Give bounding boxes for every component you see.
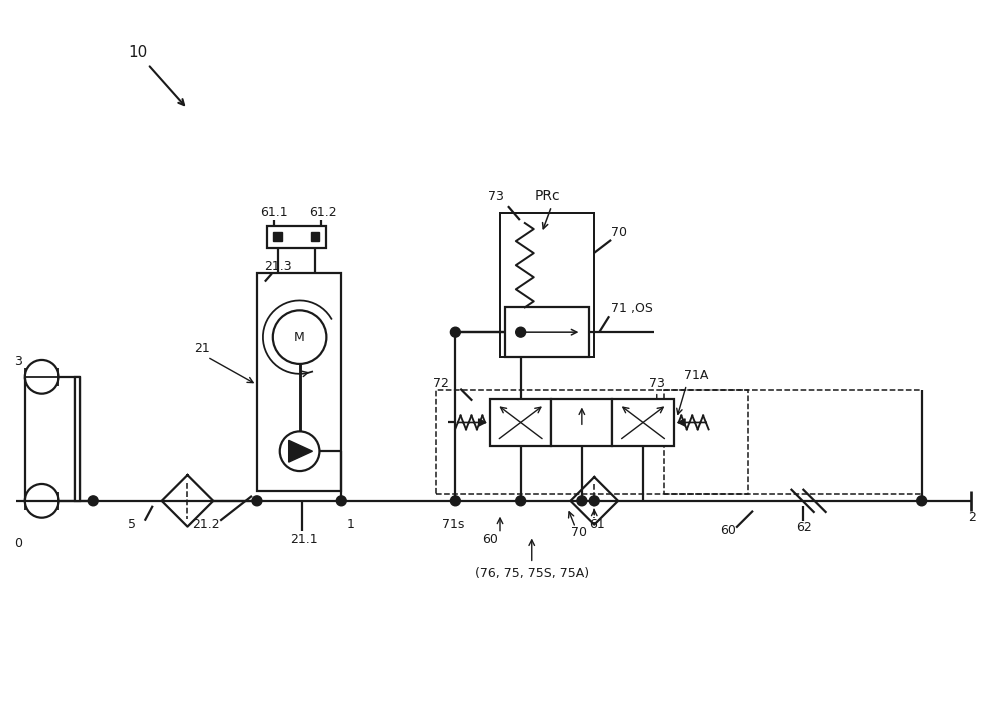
Text: 61.2: 61.2: [310, 206, 337, 219]
Text: 21: 21: [194, 342, 210, 355]
Circle shape: [252, 496, 262, 506]
Text: 71s: 71s: [442, 518, 465, 531]
Bar: [612, 399, 674, 446]
Bar: [273, 233, 282, 241]
Text: 72: 72: [433, 377, 448, 390]
Text: 21.3: 21.3: [264, 259, 291, 273]
Text: M: M: [294, 331, 305, 344]
Text: 61.1: 61.1: [260, 206, 288, 219]
Text: 60: 60: [482, 534, 498, 547]
Bar: [490, 399, 551, 446]
Text: 61: 61: [589, 518, 605, 531]
Text: 1: 1: [346, 518, 354, 531]
Circle shape: [273, 310, 326, 364]
Text: (76, 75, 75S, 75A): (76, 75, 75S, 75A): [475, 567, 589, 580]
Bar: [551, 399, 612, 446]
Text: ,OS: ,OS: [631, 303, 653, 315]
Bar: [436, 390, 748, 494]
Circle shape: [917, 496, 927, 506]
Text: 3: 3: [14, 355, 22, 368]
Text: 70: 70: [571, 525, 587, 539]
Bar: [75, 377, 80, 501]
Circle shape: [577, 496, 587, 506]
Bar: [500, 213, 594, 357]
Text: 10: 10: [128, 45, 147, 60]
Bar: [267, 226, 326, 248]
Bar: [664, 390, 922, 494]
Circle shape: [450, 496, 460, 506]
Text: 5: 5: [128, 518, 136, 531]
Circle shape: [280, 431, 319, 471]
Text: 73: 73: [649, 377, 665, 390]
Text: PRc: PRc: [535, 189, 560, 203]
Bar: [505, 308, 589, 357]
Circle shape: [516, 327, 526, 337]
Text: 2: 2: [968, 510, 976, 524]
Circle shape: [336, 496, 346, 506]
Bar: [311, 233, 319, 241]
Polygon shape: [289, 440, 312, 462]
Text: 71A: 71A: [684, 369, 708, 382]
Text: 70: 70: [611, 226, 627, 239]
Text: 21.1: 21.1: [290, 534, 317, 547]
Text: 62: 62: [796, 520, 811, 534]
Text: 73: 73: [488, 190, 504, 203]
Text: 60: 60: [720, 524, 736, 537]
Circle shape: [516, 496, 526, 506]
Circle shape: [88, 496, 98, 506]
Circle shape: [450, 327, 460, 337]
Text: 0: 0: [14, 537, 22, 551]
Bar: [257, 273, 341, 491]
Text: 21.2: 21.2: [192, 518, 220, 531]
Circle shape: [589, 496, 599, 506]
Text: 71: 71: [611, 303, 627, 315]
